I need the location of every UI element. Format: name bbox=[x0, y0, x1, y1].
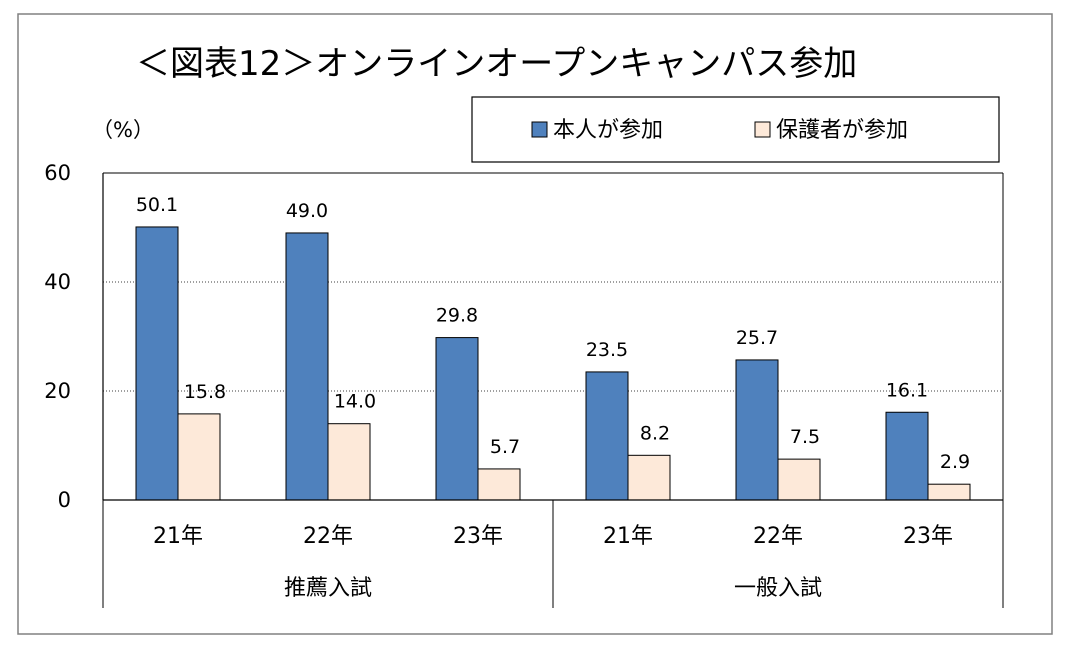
bar-guardian bbox=[627, 454, 671, 501]
data-label: 29.8 bbox=[436, 305, 478, 327]
data-label: 8.2 bbox=[640, 422, 670, 444]
y-axis: 0 20 40 60 bbox=[44, 161, 104, 512]
group-label: 推薦入試 bbox=[284, 576, 372, 601]
y-tick-label: 20 bbox=[44, 379, 71, 403]
data-label: 16.1 bbox=[886, 379, 928, 401]
data-label: 49.0 bbox=[286, 200, 328, 222]
y-tick-label: 40 bbox=[44, 270, 71, 294]
bar-self bbox=[285, 232, 329, 501]
x-tick-label: 22年 bbox=[303, 524, 353, 549]
data-label: 14.0 bbox=[334, 391, 376, 413]
bar-self bbox=[585, 371, 629, 501]
x-tick-label: 23年 bbox=[453, 524, 503, 549]
bar-self bbox=[435, 337, 479, 501]
bar-guardian bbox=[927, 483, 971, 501]
data-label: 7.5 bbox=[790, 426, 820, 448]
group-label: 一般入試 bbox=[734, 576, 822, 601]
bar-guardian bbox=[777, 458, 821, 501]
bar-self bbox=[135, 226, 179, 501]
data-label: 5.7 bbox=[490, 436, 520, 458]
legend-swatch-guardian bbox=[754, 121, 771, 138]
legend-label-guardian: 保護者が参加 bbox=[776, 118, 908, 143]
data-label: 2.9 bbox=[940, 451, 970, 473]
x-tick-label: 22年 bbox=[753, 524, 803, 549]
data-label: 15.8 bbox=[184, 381, 226, 403]
y-unit-label: （%） bbox=[92, 118, 154, 142]
gridlines bbox=[103, 172, 1004, 500]
x-tick-label: 23年 bbox=[903, 524, 953, 549]
x-tick-label: 21年 bbox=[153, 524, 203, 549]
bar-guardian bbox=[477, 468, 521, 501]
bar-guardian bbox=[177, 413, 221, 501]
legend-label-self: 本人が参加 bbox=[553, 118, 663, 143]
x-tick-label: 21年 bbox=[603, 524, 653, 549]
chart-title: ＜図表12＞オンラインオープンキャンパス参加 bbox=[136, 44, 857, 84]
data-label: 50.1 bbox=[136, 194, 178, 216]
data-label: 23.5 bbox=[586, 339, 628, 361]
bar-self bbox=[885, 411, 929, 501]
bar-guardian bbox=[327, 423, 371, 501]
y-tick-label: 60 bbox=[44, 161, 71, 185]
legend-swatch-self bbox=[531, 121, 548, 138]
bars bbox=[135, 226, 971, 501]
bar-self bbox=[735, 359, 779, 501]
data-labels: 50.1 49.0 29.8 23.5 25.7 16.1 15.8 14.0 5.7 8.2 7.… bbox=[136, 194, 970, 473]
legend-box bbox=[471, 96, 1000, 163]
legend: 本人が参加 保護者が参加 bbox=[471, 96, 1000, 163]
y-tick-label: 0 bbox=[58, 488, 71, 512]
data-label: 25.7 bbox=[736, 327, 778, 349]
